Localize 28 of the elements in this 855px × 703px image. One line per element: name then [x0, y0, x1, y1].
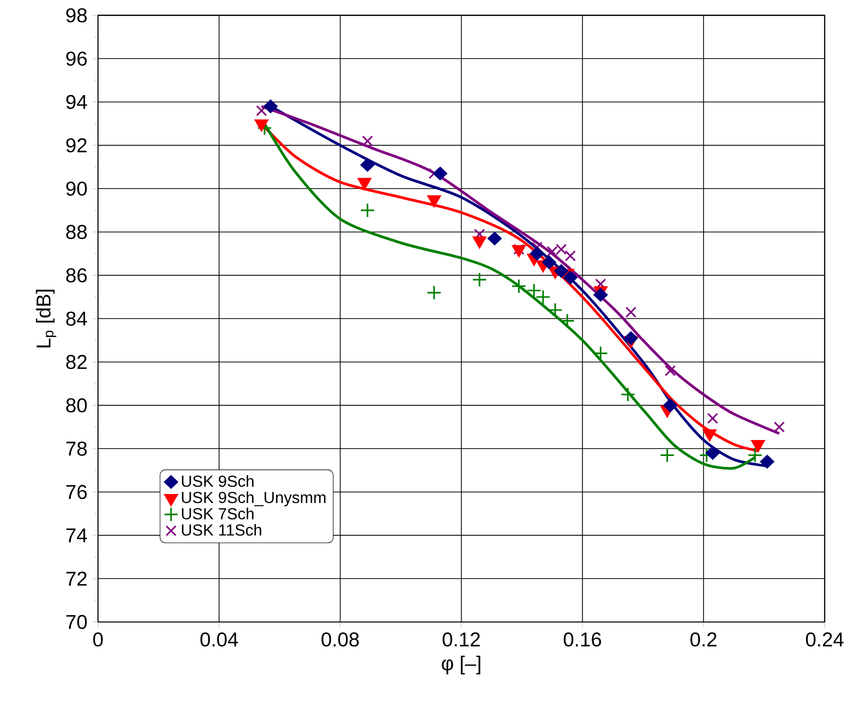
- y-tick-label: 98: [66, 8, 87, 22]
- y-tick-label: 92: [66, 138, 87, 152]
- y-tick-label: 96: [66, 51, 87, 66]
- x-tick-label: 0.12: [442, 632, 480, 646]
- y-tick-label: 70: [66, 614, 87, 629]
- y-tick-label: 78: [66, 441, 87, 456]
- x-tick-label: 0.16: [564, 632, 602, 646]
- legend-label: USK 7Sch: [182, 508, 254, 520]
- x-axis-title: φ [–]: [442, 656, 480, 674]
- y-axis-title: L$_{p}$ [dB]: [36, 290, 56, 348]
- legend-label: USK 9Sch: [182, 475, 254, 487]
- y-tick-label: 82: [66, 354, 87, 369]
- x-tick-label: 0: [93, 632, 103, 646]
- y-tick-label: 72: [66, 572, 87, 586]
- y-tick-label: 74: [66, 528, 88, 542]
- legend-label: USK 9Sch_Unysmm: [182, 491, 326, 506]
- y-tick-label: 94: [66, 94, 88, 109]
- x-tick-label: 0.08: [322, 632, 359, 646]
- y-tick-label: 84: [66, 311, 88, 326]
- y-tick-label: 80: [66, 398, 87, 412]
- x-tick-label: 0.24: [806, 632, 844, 646]
- x-tick-label: 0.2: [690, 632, 716, 646]
- y-tick-label: 86: [66, 268, 87, 282]
- x-tick-label: 0.04: [200, 632, 238, 646]
- y-tick-label: 90: [66, 181, 87, 196]
- y-tick-label: 76: [66, 484, 87, 499]
- y-tick-label: 88: [66, 224, 87, 239]
- legend-label: USK 11Sch: [182, 524, 262, 536]
